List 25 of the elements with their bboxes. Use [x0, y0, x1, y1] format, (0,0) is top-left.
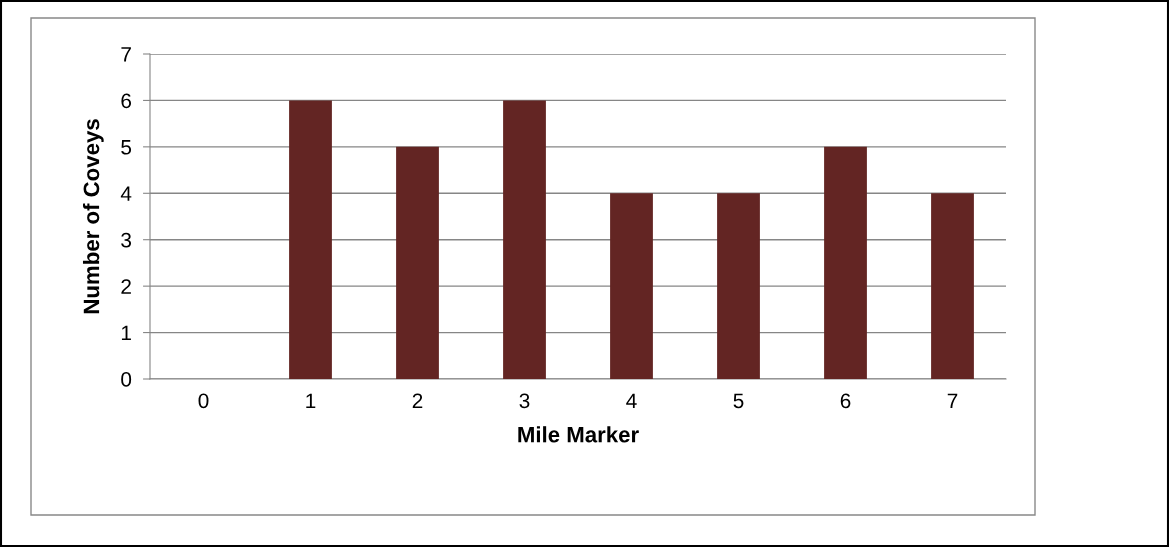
x-tick-label: 4: [626, 393, 637, 408]
bar: [396, 146, 439, 379]
x-tick-label: 3: [519, 393, 530, 409]
y-tick-label: 1: [121, 325, 131, 341]
bar: [610, 193, 653, 379]
bar: [931, 193, 974, 379]
y-axis-title: Number of Coveys: [82, 119, 104, 314]
x-tick-label: 0: [198, 393, 209, 409]
y-tick-label: 4: [120, 186, 132, 201]
x-tick-label: 2: [412, 393, 423, 408]
bar: [824, 146, 867, 379]
y-tick-label: 6: [121, 93, 132, 109]
x-tick-label: 5: [733, 393, 744, 409]
bar: [717, 193, 760, 379]
y-tick-label: 0: [121, 372, 132, 387]
y-tick-label: 5: [121, 140, 132, 155]
y-tick-label: 3: [121, 232, 132, 248]
x-tick-label: 7: [947, 393, 958, 408]
bar: [503, 100, 546, 379]
x-axis-title: Mile Marker: [518, 426, 639, 443]
bar: [289, 100, 332, 379]
x-tick-label: 6: [840, 393, 851, 409]
y-tick-label: 2: [121, 279, 131, 294]
y-tick-label: 7: [121, 47, 131, 62]
x-tick-label: 1: [306, 393, 316, 408]
